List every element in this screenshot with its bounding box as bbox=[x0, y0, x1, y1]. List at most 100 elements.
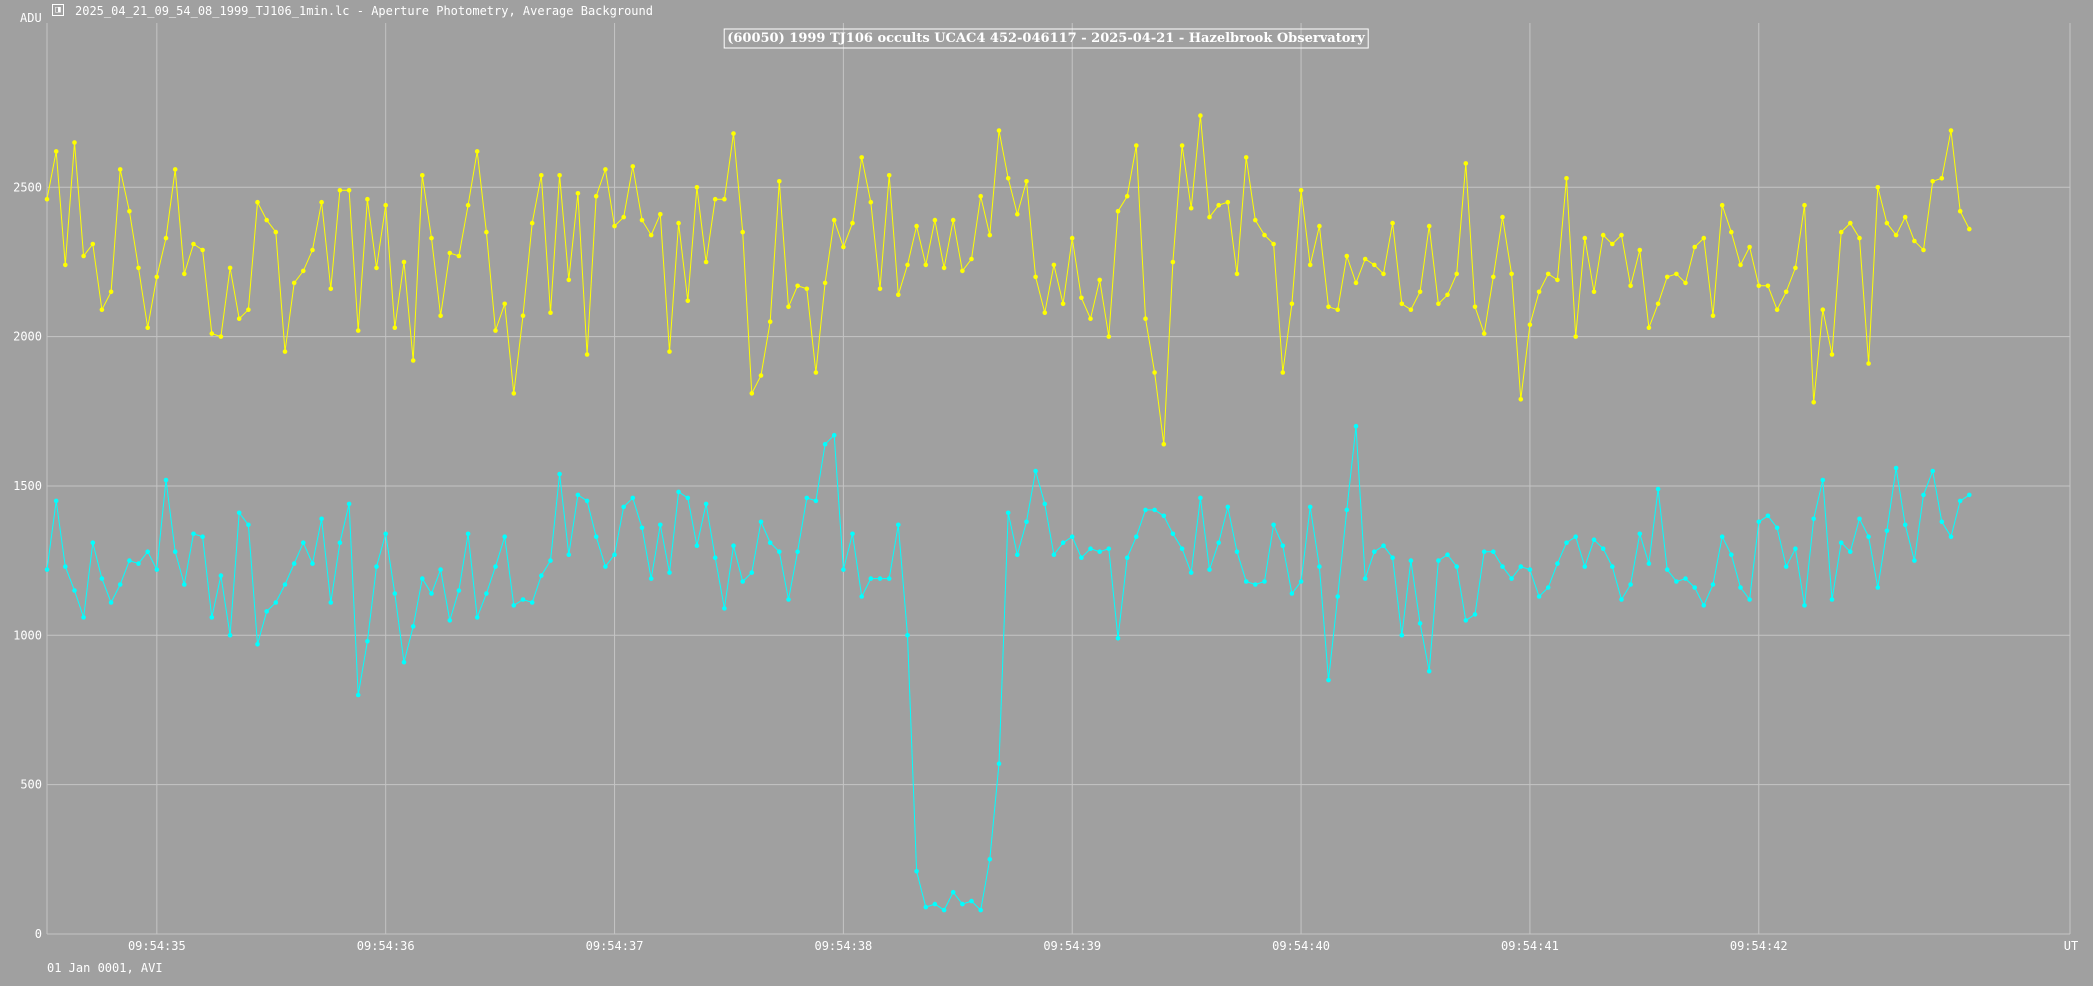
data-point bbox=[172, 167, 178, 172]
data-point bbox=[621, 504, 626, 510]
data-point bbox=[1161, 513, 1167, 519]
data-point bbox=[1481, 549, 1487, 554]
data-point bbox=[877, 576, 883, 581]
data-point bbox=[1262, 232, 1267, 238]
data-point bbox=[1152, 370, 1157, 375]
data-point bbox=[1884, 528, 1890, 534]
data-point bbox=[1500, 564, 1505, 569]
data-point bbox=[648, 232, 654, 238]
data-point bbox=[1079, 295, 1084, 301]
data-point bbox=[154, 274, 160, 280]
data-point bbox=[1875, 585, 1881, 590]
data-point bbox=[328, 600, 334, 605]
data-point bbox=[831, 217, 837, 223]
data-point bbox=[420, 576, 425, 581]
data-point bbox=[1289, 591, 1295, 596]
data-point bbox=[1664, 274, 1670, 280]
data-point bbox=[593, 193, 599, 199]
data-point bbox=[1188, 570, 1194, 575]
data-point bbox=[1646, 561, 1652, 566]
chart-title-group: (60050) 1999 TJ106 occults UCAC4 452-046… bbox=[723, 28, 1369, 49]
data-point bbox=[639, 525, 645, 531]
data-point bbox=[484, 591, 489, 596]
data-point bbox=[1097, 277, 1102, 283]
data-point bbox=[456, 253, 462, 259]
data-point bbox=[172, 549, 178, 554]
data-point bbox=[1051, 552, 1057, 557]
data-point bbox=[1683, 280, 1688, 286]
data-point bbox=[493, 328, 498, 333]
data-point bbox=[1216, 540, 1221, 545]
data-point bbox=[1445, 292, 1450, 298]
data-point bbox=[786, 597, 791, 602]
data-point bbox=[1921, 492, 1926, 498]
data-point bbox=[72, 140, 77, 145]
data-point bbox=[1729, 552, 1734, 557]
app-icon[interactable]: ◨ bbox=[52, 4, 64, 16]
data-point bbox=[1253, 582, 1258, 587]
data-point bbox=[566, 277, 572, 283]
data-point bbox=[987, 857, 993, 862]
data-point bbox=[401, 259, 407, 265]
data-point bbox=[63, 564, 68, 569]
data-point bbox=[1399, 633, 1405, 638]
data-point bbox=[154, 567, 160, 572]
data-point bbox=[136, 265, 141, 271]
data-point bbox=[1390, 555, 1395, 560]
x-tick-label: 09:54:41 bbox=[1501, 939, 1559, 953]
data-point bbox=[1930, 468, 1935, 474]
data-point bbox=[1756, 283, 1762, 289]
data-point bbox=[273, 600, 279, 605]
data-point bbox=[1838, 540, 1844, 545]
data-point bbox=[795, 549, 800, 554]
data-point bbox=[1884, 220, 1890, 226]
data-point bbox=[401, 659, 407, 665]
data-point bbox=[484, 229, 489, 235]
data-point bbox=[374, 265, 379, 271]
data-point bbox=[420, 173, 425, 178]
data-point bbox=[694, 543, 700, 548]
data-point bbox=[932, 901, 938, 907]
data-point bbox=[1069, 235, 1075, 241]
data-point bbox=[1115, 636, 1121, 641]
data-point bbox=[548, 558, 553, 563]
data-point bbox=[438, 567, 443, 572]
data-point bbox=[557, 471, 562, 477]
data-point bbox=[1472, 304, 1478, 310]
data-point bbox=[227, 633, 233, 638]
data-point bbox=[520, 597, 526, 602]
data-point bbox=[1857, 235, 1862, 241]
data-point bbox=[502, 301, 508, 307]
data-point bbox=[44, 567, 50, 572]
data-point bbox=[63, 262, 68, 268]
data-point bbox=[804, 286, 810, 292]
data-point bbox=[850, 220, 855, 226]
data-point bbox=[1417, 289, 1423, 295]
data-point bbox=[127, 208, 132, 214]
data-point bbox=[749, 391, 755, 396]
data-point bbox=[90, 540, 96, 545]
series-line bbox=[46, 115, 1970, 445]
data-point bbox=[1518, 397, 1524, 402]
data-point bbox=[1225, 199, 1231, 205]
data-point bbox=[1262, 579, 1267, 584]
data-point bbox=[1271, 241, 1276, 247]
data-point bbox=[941, 265, 947, 271]
data-point bbox=[1683, 576, 1688, 581]
data-point bbox=[282, 582, 288, 587]
data-point bbox=[1362, 576, 1368, 581]
data-point bbox=[1573, 534, 1578, 539]
data-point bbox=[282, 349, 288, 354]
data-point bbox=[722, 196, 727, 202]
data-point bbox=[1802, 202, 1807, 208]
data-point bbox=[365, 639, 370, 644]
data-point bbox=[1692, 585, 1697, 590]
data-point bbox=[767, 540, 773, 545]
data-point bbox=[1005, 510, 1011, 516]
data-point bbox=[868, 199, 874, 205]
data-point bbox=[1381, 271, 1386, 277]
data-point bbox=[813, 498, 819, 504]
data-point bbox=[1225, 504, 1231, 510]
data-point bbox=[1939, 519, 1945, 525]
data-point bbox=[1701, 235, 1707, 241]
